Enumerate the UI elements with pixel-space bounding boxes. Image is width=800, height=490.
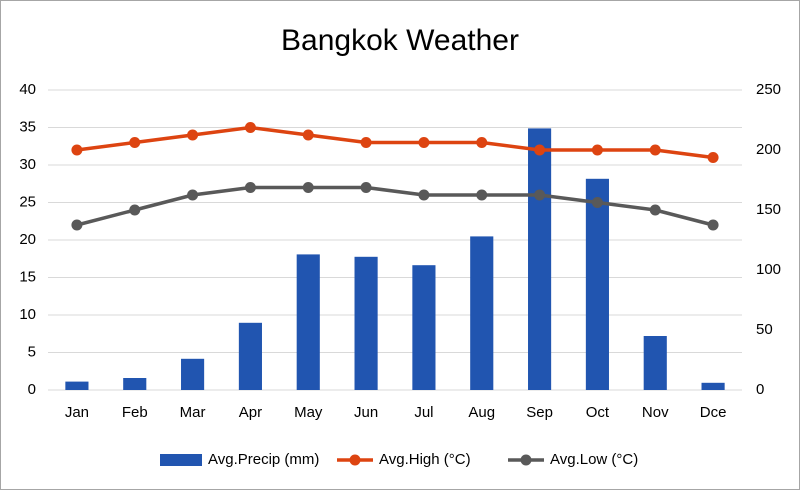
y-tick-label: 15 <box>19 268 36 285</box>
x-tick-label: Sep <box>526 404 553 421</box>
marker <box>591 144 603 156</box>
x-tick-label: Dce <box>700 404 727 421</box>
marker <box>534 189 546 201</box>
marker <box>649 144 661 156</box>
y-tick-label: 20 <box>19 231 36 248</box>
y2-tick-label: 0 <box>756 381 764 398</box>
x-tick-label: Jun <box>354 404 378 421</box>
y-tick-label: 5 <box>28 343 36 360</box>
x-tick-label: May <box>294 404 323 421</box>
y-tick-label: 25 <box>19 193 36 210</box>
marker <box>707 219 719 231</box>
marker <box>418 189 430 201</box>
marker <box>244 182 256 193</box>
x-tick-label: Jul <box>414 404 433 421</box>
bar <box>528 128 552 390</box>
marker <box>476 137 488 148</box>
legend-swatch <box>349 454 361 466</box>
line <box>76 125 714 160</box>
y-tick-label: 0 <box>28 381 36 398</box>
y2-tick-label: 200 <box>756 141 781 158</box>
legend-label: Avg.Precip (mm) <box>208 451 319 468</box>
marker <box>187 189 199 201</box>
marker <box>649 204 661 216</box>
legend-label: Avg.High (°C) <box>379 451 471 468</box>
marker <box>129 204 141 216</box>
marker <box>244 122 256 133</box>
x-tick-label: Jan <box>65 404 89 421</box>
x-tick-label: Nov <box>642 404 669 421</box>
marker <box>707 152 719 163</box>
marker <box>302 129 314 141</box>
bar <box>238 322 262 390</box>
marker <box>534 144 546 156</box>
bar <box>643 336 667 390</box>
marker <box>476 189 488 201</box>
marker <box>187 129 199 141</box>
bar <box>65 381 89 390</box>
marker <box>71 144 83 156</box>
bar <box>296 254 320 390</box>
marker <box>360 182 372 193</box>
x-tick-label: Mar <box>180 404 206 421</box>
y-tick-label: 30 <box>19 156 36 173</box>
x-tick-label: Apr <box>239 404 262 421</box>
y-tick-label: 35 <box>19 118 36 135</box>
legend-label: Avg.Low (°C) <box>550 451 638 468</box>
x-tick-label: Feb <box>122 404 148 421</box>
marker <box>129 137 141 148</box>
bar <box>701 382 725 390</box>
bar <box>354 256 378 390</box>
bar <box>123 378 147 390</box>
bar <box>412 265 436 390</box>
bar <box>585 178 609 390</box>
y2-tick-label: 150 <box>756 201 781 218</box>
y2-tick-label: 250 <box>756 81 781 98</box>
marker <box>71 219 83 231</box>
marker <box>591 197 603 208</box>
marker <box>418 137 430 148</box>
x-tick-label: Oct <box>586 404 610 421</box>
y2-tick-label: 100 <box>756 261 781 278</box>
bar <box>470 236 494 390</box>
marker <box>360 137 372 148</box>
legend-swatch <box>520 454 532 466</box>
x-tick-label: Aug <box>468 404 495 421</box>
legend-swatch <box>160 454 202 466</box>
bar <box>181 358 205 390</box>
marker <box>302 182 314 193</box>
line <box>76 185 714 227</box>
y-tick-label: 10 <box>19 306 36 323</box>
y-tick-label: 40 <box>19 81 36 98</box>
chart-title: Bangkok Weather <box>281 24 519 57</box>
y2-tick-label: 50 <box>756 321 773 338</box>
